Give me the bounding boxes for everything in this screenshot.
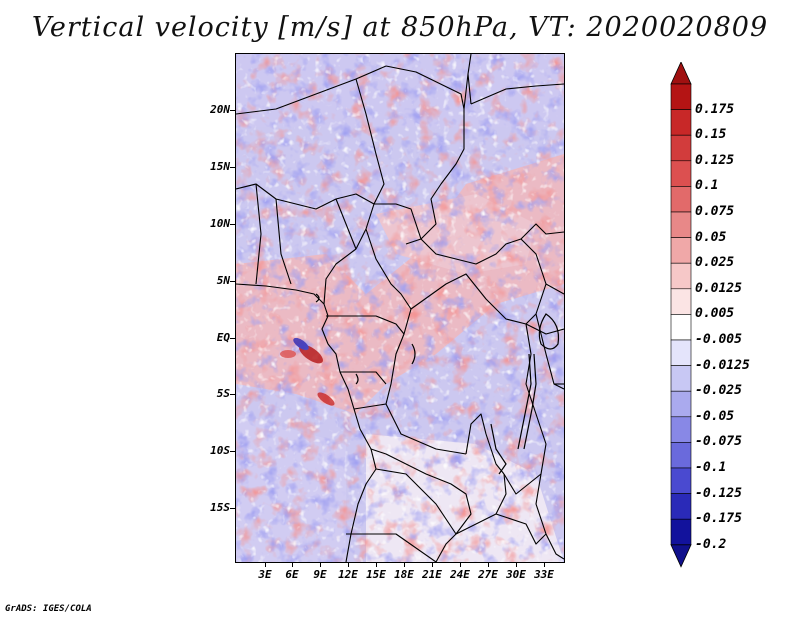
colorbar-segment <box>670 518 692 546</box>
lon-tick <box>348 563 349 567</box>
colorbar-segment <box>670 211 692 238</box>
lat-label-5s: 5S <box>216 387 230 400</box>
lat-label-10n: 10N <box>210 217 230 230</box>
colorbar <box>670 62 692 568</box>
colorbar-level-label: -0.025 <box>695 383 742 399</box>
lat-label-5n: 5N <box>216 274 230 287</box>
colorbar-level-label: 0.05 <box>695 229 727 245</box>
lon-tick <box>320 563 321 567</box>
lat-tick <box>230 167 235 168</box>
velocity-noise-white <box>236 54 564 562</box>
lat-label-eq: EQ <box>216 331 230 344</box>
colorbar-level-label: -0.125 <box>695 485 742 501</box>
lon-tick <box>544 563 545 567</box>
lat-tick <box>230 338 235 339</box>
country-borders <box>236 54 564 562</box>
lon-label-30e: 30E <box>506 568 526 581</box>
lat-tick <box>230 508 235 509</box>
colorbar-level-label: -0.175 <box>695 511 742 527</box>
colorbar-segment <box>670 186 692 213</box>
colorbar-level-label: -0.2 <box>695 536 727 552</box>
colorbar-segment <box>670 160 692 187</box>
lon-tick <box>460 563 461 567</box>
lon-tick <box>265 563 266 567</box>
chart-title: Vertical velocity [m/s] at 850hPa, VT: 2… <box>31 12 769 43</box>
lon-label-21e: 21E <box>422 568 442 581</box>
lon-label-24e: 24E <box>450 568 470 581</box>
colorbar-level-label: 0.075 <box>695 204 735 219</box>
map-plot <box>235 53 565 563</box>
colorbar-segment <box>670 493 692 520</box>
lon-label-6e: 6E <box>285 568 299 581</box>
lon-tick <box>432 563 433 567</box>
colorbar-segment <box>670 416 692 443</box>
lat-label-10s: 10S <box>210 444 230 457</box>
lon-label-3e: 3E <box>258 568 272 581</box>
colorbar-level-label: -0.05 <box>695 408 735 424</box>
lon-tick <box>292 563 293 567</box>
lon-label-18e: 18E <box>394 568 414 581</box>
lat-label-20n: 20N <box>210 103 230 116</box>
lon-tick <box>488 563 489 567</box>
colorbar-level-label: -0.005 <box>695 332 742 347</box>
colorbar-level-label: 0.175 <box>695 101 735 117</box>
colorbar-top-arrow <box>670 62 692 85</box>
lakes <box>315 293 560 475</box>
colorbar-level-label: -0.1 <box>695 460 727 475</box>
colorbar-level-label: 0.005 <box>695 306 735 322</box>
lat-tick <box>230 394 235 395</box>
lon-label-33e: 33E <box>534 568 554 581</box>
colorbar-segment <box>670 134 692 162</box>
grads-credit: GrADS: IGES/COLA <box>5 604 92 614</box>
colorbar-segment <box>670 365 692 392</box>
colorbar-segment <box>670 442 692 469</box>
colorbar-bottom-arrow <box>670 544 692 568</box>
lat-label-15n: 15N <box>210 160 230 173</box>
colorbar-segment <box>670 109 692 136</box>
colorbar-level-label: 0.0125 <box>695 280 742 296</box>
colorbar-level-label: -0.0125 <box>695 357 750 373</box>
lon-label-9e: 9E <box>313 568 327 581</box>
lat-tick <box>230 110 235 111</box>
lat-tick <box>230 451 235 452</box>
colorbar-level-label: 0.025 <box>695 255 735 271</box>
lon-tick <box>404 563 405 567</box>
lat-tick <box>230 224 235 225</box>
colorbar-level-label: 0.15 <box>695 127 727 143</box>
lon-label-27e: 27E <box>478 568 498 581</box>
colorbar-segment <box>670 339 692 366</box>
colorbar-segment <box>670 314 692 341</box>
lat-tick <box>230 281 235 282</box>
colorbar-segment <box>670 288 692 315</box>
lon-tick <box>376 563 377 567</box>
colorbar-segment <box>670 390 692 418</box>
colorbar-segment <box>670 237 692 264</box>
lon-tick <box>516 563 517 567</box>
colorbar-segment <box>670 83 692 110</box>
lat-label-15s: 15S <box>210 501 230 514</box>
lon-label-15e: 15E <box>366 568 386 581</box>
colorbar-segment <box>670 262 692 290</box>
colorbar-level-label: 0.1 <box>695 178 719 194</box>
colorbar-level-label: 0.125 <box>695 152 735 168</box>
colorbar-segment <box>670 467 692 494</box>
lon-label-12e: 12E <box>338 568 358 581</box>
colorbar-level-label: -0.075 <box>695 434 742 450</box>
strong-updraft-cores <box>280 337 335 406</box>
